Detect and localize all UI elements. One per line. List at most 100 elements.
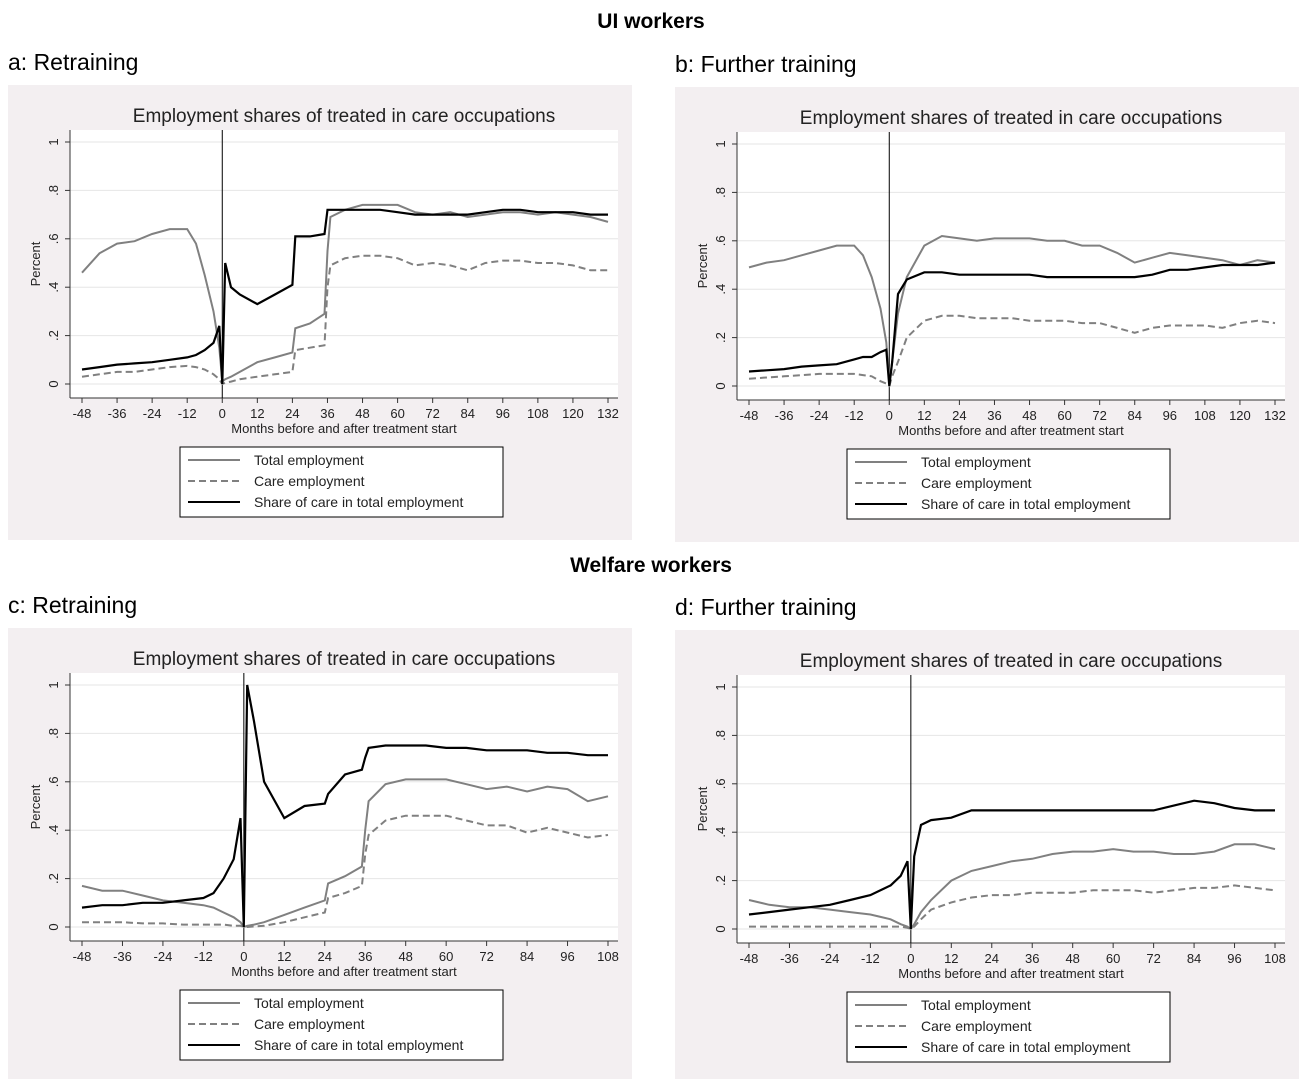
x-axis-label: Months before and after treatment start: [231, 964, 457, 979]
x-tick-label: 120: [562, 406, 584, 421]
x-tick-label: -36: [780, 951, 799, 966]
panel-label: a: Retraining: [8, 49, 138, 75]
legend-label: Care employment: [921, 475, 1032, 491]
y-tick-label: 0: [713, 382, 728, 389]
legend-label: Total employment: [254, 995, 364, 1011]
legend: [846, 448, 1171, 520]
x-tick-label: -48: [73, 949, 92, 964]
x-tick-label: 60: [439, 949, 453, 964]
x-tick-label: 0: [240, 949, 247, 964]
x-axis-label: Months before and after treatment start: [898, 966, 1124, 981]
x-tick-label: -12: [194, 949, 213, 964]
y-tick-label: .6: [46, 233, 61, 244]
series-line: [81, 203, 609, 384]
y-axis-label: Percent: [28, 241, 43, 286]
x-axis-label: Months before and after treatment start: [231, 421, 457, 436]
x-axis-label: Months before and after treatment start: [898, 423, 1124, 438]
x-tick-label: 132: [597, 406, 619, 421]
legend-label: Care employment: [254, 473, 365, 489]
y-tick-label: .4: [46, 825, 61, 836]
x-tick-label: 96: [560, 949, 574, 964]
x-tick-label: 72: [479, 949, 493, 964]
x-tick-label: 0: [886, 408, 893, 423]
x-tick-label: 132: [1264, 408, 1286, 423]
panel-label: d: Further training: [675, 594, 857, 620]
legend-label: Care employment: [921, 1018, 1032, 1034]
x-tick-label: 48: [398, 949, 412, 964]
x-tick-label: -24: [154, 949, 173, 964]
x-tick-label: -48: [740, 951, 759, 966]
y-tick-label: 1: [46, 681, 61, 688]
plot-area: [70, 673, 618, 941]
series-line: [748, 234, 1276, 384]
y-tick-label: 0: [713, 925, 728, 932]
x-tick-label: 36: [987, 408, 1001, 423]
x-tick-label: -36: [113, 949, 132, 964]
series-line: [748, 261, 1276, 387]
y-axis-label: Percent: [28, 784, 43, 829]
x-tick-label: 96: [1163, 408, 1177, 423]
plot-area: [70, 130, 618, 398]
legend-label: Total employment: [921, 454, 1031, 470]
chart-title: Employment shares of treated in care occ…: [800, 651, 1222, 672]
y-tick-label: 1: [46, 138, 61, 145]
x-tick-label: 0: [907, 951, 914, 966]
y-tick-label: .8: [46, 728, 61, 739]
panel-label: c: Retraining: [8, 592, 137, 618]
y-tick-label: .4: [713, 827, 728, 838]
y-axis-label: Percent: [695, 786, 710, 831]
x-tick-label: 36: [320, 406, 334, 421]
legend-label: Share of care in total employment: [254, 1037, 463, 1053]
x-tick-label: 48: [1065, 951, 1079, 966]
series-line: [748, 843, 1276, 931]
legend-label: Total employment: [254, 452, 364, 468]
x-tick-label: 84: [1187, 951, 1201, 966]
y-tick-label: .6: [713, 235, 728, 246]
y-tick-label: .4: [46, 282, 61, 293]
x-tick-label: 84: [1127, 408, 1141, 423]
chart-title: Employment shares of treated in care occ…: [133, 106, 555, 127]
y-tick-label: .6: [46, 776, 61, 787]
y-tick-label: 1: [713, 683, 728, 690]
x-tick-label: -36: [108, 406, 127, 421]
legend-label: Total employment: [921, 997, 1031, 1013]
y-tick-label: .6: [713, 778, 728, 789]
x-tick-label: -12: [845, 408, 864, 423]
y-tick-label: 0: [46, 380, 61, 387]
plot-area: [737, 132, 1285, 400]
chart-title: Employment shares of treated in care occ…: [133, 649, 555, 670]
plot-area: [737, 675, 1285, 943]
x-tick-label: 60: [1106, 951, 1120, 966]
legend-label: Care employment: [254, 1016, 365, 1032]
y-tick-label: .8: [46, 185, 61, 196]
x-tick-label: 12: [277, 949, 291, 964]
x-tick-label: -24: [810, 408, 829, 423]
x-tick-label: 72: [1146, 951, 1160, 966]
chart-title: Employment shares of treated in care occ…: [800, 108, 1222, 129]
x-tick-label: 84: [460, 406, 474, 421]
x-tick-label: 36: [358, 949, 372, 964]
group-heading: UI workers: [597, 10, 704, 33]
series-line: [81, 254, 608, 386]
x-tick-label: 60: [390, 406, 404, 421]
series-line: [81, 208, 608, 385]
y-tick-label: .2: [713, 332, 728, 343]
y-tick-label: .2: [46, 330, 61, 341]
series-line: [81, 778, 609, 929]
x-tick-label: -24: [821, 951, 840, 966]
x-tick-label: 120: [1229, 408, 1251, 423]
x-tick-label: 48: [355, 406, 369, 421]
x-tick-label: 12: [917, 408, 931, 423]
x-tick-label: -36: [775, 408, 794, 423]
y-tick-label: .2: [46, 873, 61, 884]
series-line: [82, 814, 609, 928]
legend-label: Share of care in total employment: [921, 496, 1130, 512]
series-line: [749, 884, 1276, 931]
series-line: [748, 314, 1276, 388]
x-tick-label: -24: [143, 406, 162, 421]
x-tick-label: -48: [73, 406, 92, 421]
y-tick-label: .8: [713, 730, 728, 741]
y-tick-label: .8: [713, 187, 728, 198]
x-tick-label: 12: [250, 406, 264, 421]
x-tick-label: 108: [1264, 951, 1286, 966]
